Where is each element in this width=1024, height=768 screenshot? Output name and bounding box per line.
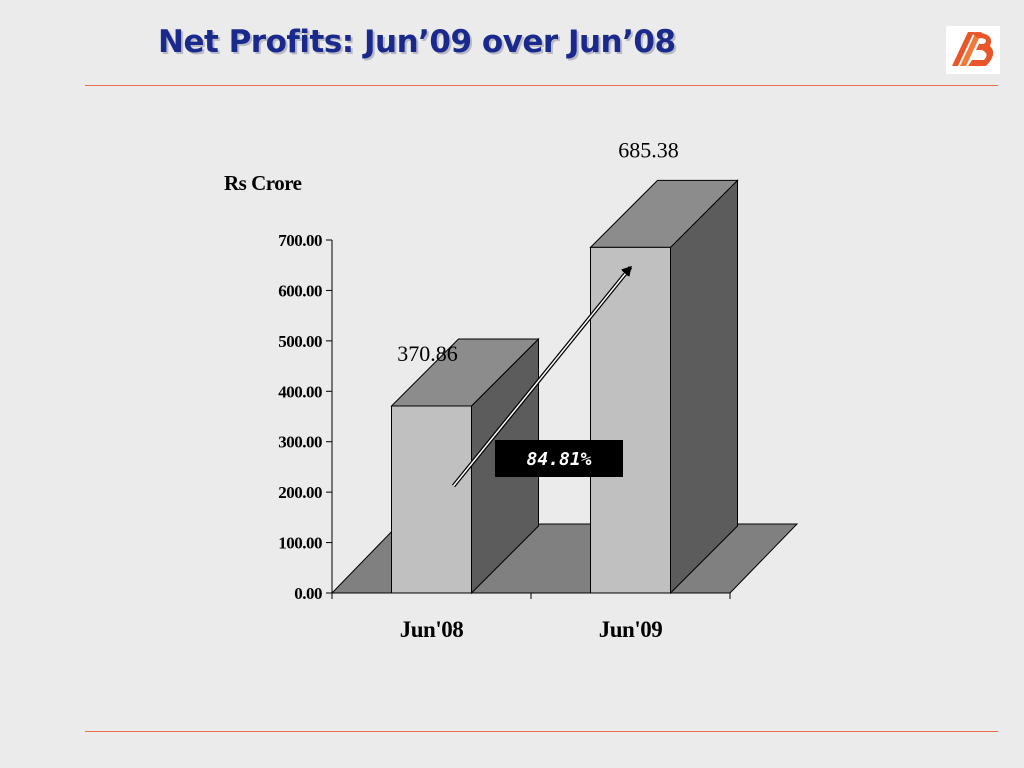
y-tick-label: 100.00 (278, 534, 322, 553)
header-rule (85, 85, 998, 86)
y-tick-label: 700.00 (278, 231, 322, 250)
y-tick-label: 600.00 (278, 281, 322, 300)
growth-arrow (451, 265, 633, 488)
y-tick-label: 500.00 (278, 332, 322, 351)
growth-percentage-label: 84.81% (526, 449, 591, 470)
x-tick-label: Jun'08 (400, 617, 463, 642)
page-title: Net Profits: Jun’09 over Jun’08 (158, 24, 676, 60)
bar-jun09 (589, 179, 739, 595)
data-label: 685.38 (618, 137, 679, 162)
bank-of-baroda-logo (946, 26, 1000, 74)
y-axis: 0.00 100.00 200.00 300.00 400.00 500.00 600.00… (278, 231, 333, 603)
y-tick-label: 0.00 (294, 584, 322, 603)
y-tick-label: 400.00 (278, 382, 322, 401)
y-axis-label: Rs Crore (224, 171, 302, 195)
growth-percentage-box: 84.81% (495, 440, 623, 477)
data-label: 370.86 (397, 341, 458, 366)
footer-rule (85, 731, 998, 732)
x-tick-label: Jun'09 (599, 617, 662, 642)
y-tick-label: 300.00 (278, 433, 322, 452)
y-tick-label: 200.00 (278, 483, 322, 502)
